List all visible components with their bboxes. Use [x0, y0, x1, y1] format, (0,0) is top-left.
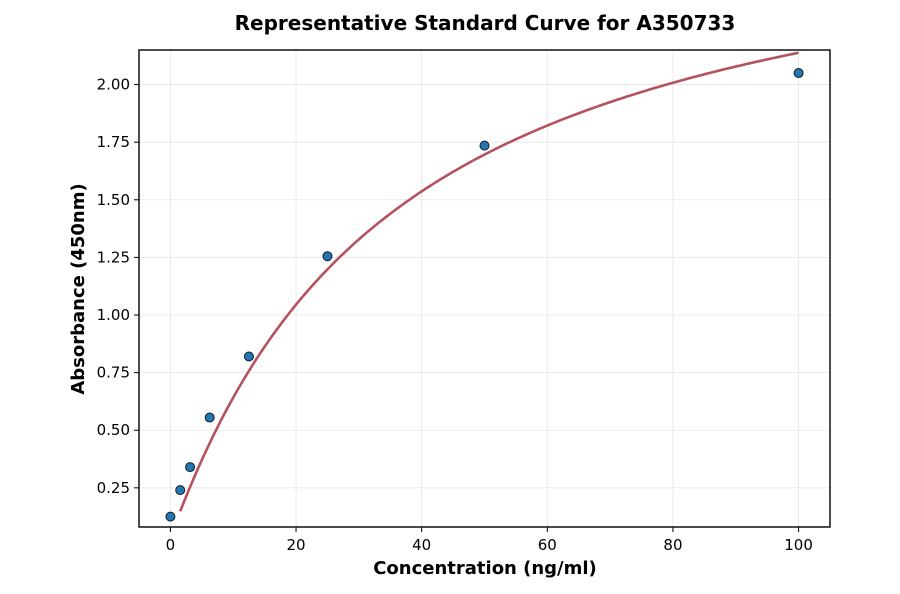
y-tick-label: 1.75: [97, 133, 130, 151]
x-axis-ticks: 0 20 40 60 80 100: [166, 527, 813, 554]
y-axis-label: Absorbance (450nm): [68, 183, 89, 394]
data-point: [479, 140, 490, 151]
x-tick-label: 80: [663, 536, 682, 554]
x-tick-label: 20: [286, 536, 305, 554]
x-tick-label: 60: [538, 536, 557, 554]
x-tick-label: 100: [784, 536, 813, 554]
fit-curve-line: [179, 51, 799, 512]
grid-lines: [139, 50, 830, 527]
data-point: [243, 351, 254, 362]
x-axis-label: Concentration (ng/ml): [373, 558, 597, 579]
chart-title: Representative Standard Curve for A35073…: [235, 11, 736, 35]
y-tick-label: 0.25: [97, 479, 130, 497]
y-tick-label: 1.50: [97, 191, 130, 209]
data-point: [322, 251, 333, 262]
data-point: [175, 485, 186, 496]
y-axis-ticks: 0.25 0.50 0.75 1.00 1.25 1.50 1.75 2.00: [97, 76, 139, 497]
y-tick-label: 1.25: [97, 248, 130, 266]
data-point: [185, 462, 196, 473]
data-point: [793, 68, 804, 79]
data-point: [204, 412, 215, 423]
y-tick-label: 0.75: [97, 364, 130, 382]
y-tick-label: 2.00: [97, 76, 130, 94]
x-tick-label: 0: [166, 536, 176, 554]
data-point: [165, 511, 176, 522]
plot-frame: [138, 49, 831, 528]
fit-curve-group: [179, 51, 799, 512]
y-tick-label: 1.00: [97, 306, 130, 324]
x-tick-label: 40: [412, 536, 431, 554]
data-points-group: [165, 68, 804, 522]
y-tick-label: 0.50: [97, 421, 130, 439]
